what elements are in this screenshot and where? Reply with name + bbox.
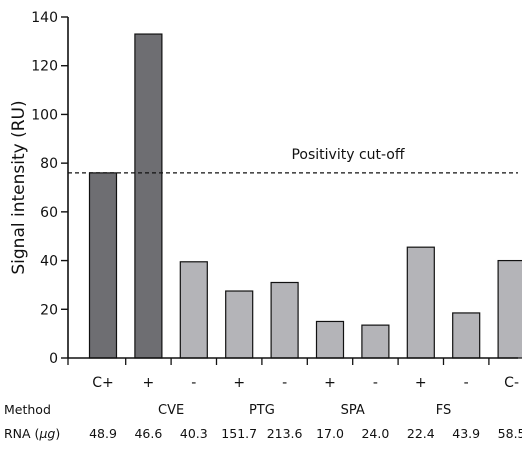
bar [226, 291, 253, 358]
x-category-label: - [282, 375, 287, 391]
bar [362, 325, 389, 358]
bar [407, 247, 434, 358]
x-category-label: + [233, 375, 245, 391]
rna-value: 43.9 [452, 426, 480, 441]
y-tick-label: 80 [40, 156, 58, 172]
rna-value: 48.9 [89, 426, 117, 441]
method-row-header: Method [4, 402, 51, 417]
method-group-label: CVE [158, 403, 184, 418]
bar [135, 34, 162, 358]
y-axis-label: Signal intensity (RU) [9, 100, 29, 274]
y-tick-label: 120 [31, 59, 58, 75]
bar [180, 262, 207, 358]
x-category-label: - [464, 375, 469, 391]
x-axis: C+ + - + - + - + - C- [68, 358, 522, 391]
rna-value: 40.3 [180, 426, 208, 441]
bar [317, 321, 344, 358]
y-axis: 0 20 40 60 80 100 120 140 [31, 10, 68, 367]
x-category-label: + [324, 375, 336, 391]
x-category-label: - [373, 375, 378, 391]
method-group-label: SPA [341, 403, 365, 418]
bar [453, 313, 480, 358]
bars [90, 34, 522, 358]
y-tick-label: 20 [40, 302, 58, 318]
rna-value: 22.4 [407, 426, 435, 441]
method-group-label: FS [436, 403, 452, 418]
y-tick-label: 140 [31, 10, 58, 26]
x-category-label: + [143, 375, 155, 391]
y-tick-label: 100 [31, 107, 58, 123]
x-category-label: - [191, 375, 196, 391]
x-category-label: C- [504, 375, 519, 391]
rna-value: 46.6 [134, 426, 162, 441]
y-tick-label: 60 [40, 205, 58, 221]
method-group-label: PTG [249, 403, 275, 418]
y-tick-label: 40 [40, 254, 58, 270]
cutoff-label: Positivity cut-off [291, 147, 404, 163]
rna-value: 17.0 [316, 426, 344, 441]
bar [271, 282, 298, 358]
x-category-label: + [415, 375, 427, 391]
bar [90, 173, 117, 358]
y-tick-label: 0 [49, 351, 58, 367]
rna-value: 24.0 [361, 426, 389, 441]
rna-value: 58.5 [498, 426, 522, 441]
rna-value: 213.6 [267, 426, 303, 441]
x-category-label: C+ [92, 375, 114, 391]
rna-row-header: RNA (µg) [4, 426, 60, 441]
method-rna-table: Method CVE PTG SPA FS RNA (µg) 48.9 46.6 40.3 151… [4, 402, 522, 441]
bar [498, 261, 522, 358]
rna-value: 151.7 [221, 426, 257, 441]
